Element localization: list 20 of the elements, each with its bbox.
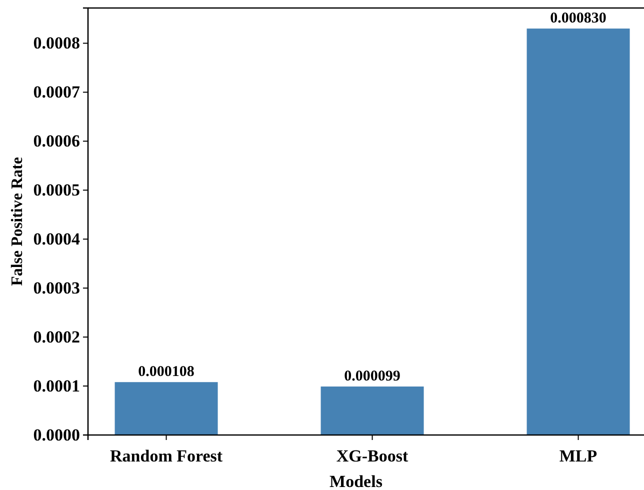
- bar: [114, 382, 218, 435]
- y-tick-label: 0.0001: [33, 376, 80, 396]
- y-tick-label: 0.0005: [33, 180, 80, 200]
- bar: [526, 28, 630, 435]
- y-tick-label: 0.0007: [33, 82, 80, 102]
- y-tick-label: 0.0002: [33, 328, 80, 347]
- y-tick-label: 0.0004: [33, 230, 80, 249]
- data-label: 0.000108: [138, 364, 194, 380]
- x-tick-label: XG-Boost: [336, 446, 409, 466]
- data-label: 0.000099: [344, 368, 400, 385]
- y-tick-label: 0.0003: [33, 278, 80, 298]
- y-axis-title: False Positive Rate: [9, 157, 26, 286]
- y-tick-label: 0.0000: [33, 425, 80, 444]
- data-label: 0.000830: [550, 10, 606, 27]
- x-axis-title: Models: [330, 472, 383, 490]
- x-tick-label: Random Forest: [110, 446, 223, 466]
- y-tick-label: 0.0008: [33, 34, 80, 53]
- y-tick-label: 0.0006: [33, 132, 80, 151]
- bar: [320, 386, 424, 435]
- x-tick-label: MLP: [559, 446, 598, 466]
